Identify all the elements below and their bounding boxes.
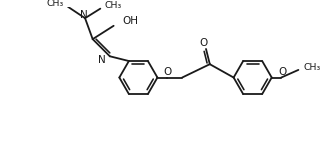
Text: N: N	[80, 10, 88, 20]
Text: CH₃: CH₃	[303, 63, 320, 71]
Text: N: N	[98, 55, 106, 65]
Text: O: O	[278, 67, 286, 77]
Text: OH: OH	[122, 16, 138, 26]
Text: O: O	[199, 38, 207, 48]
Text: CH₃: CH₃	[104, 1, 121, 10]
Text: O: O	[164, 67, 172, 77]
Text: CH₃: CH₃	[47, 0, 64, 8]
